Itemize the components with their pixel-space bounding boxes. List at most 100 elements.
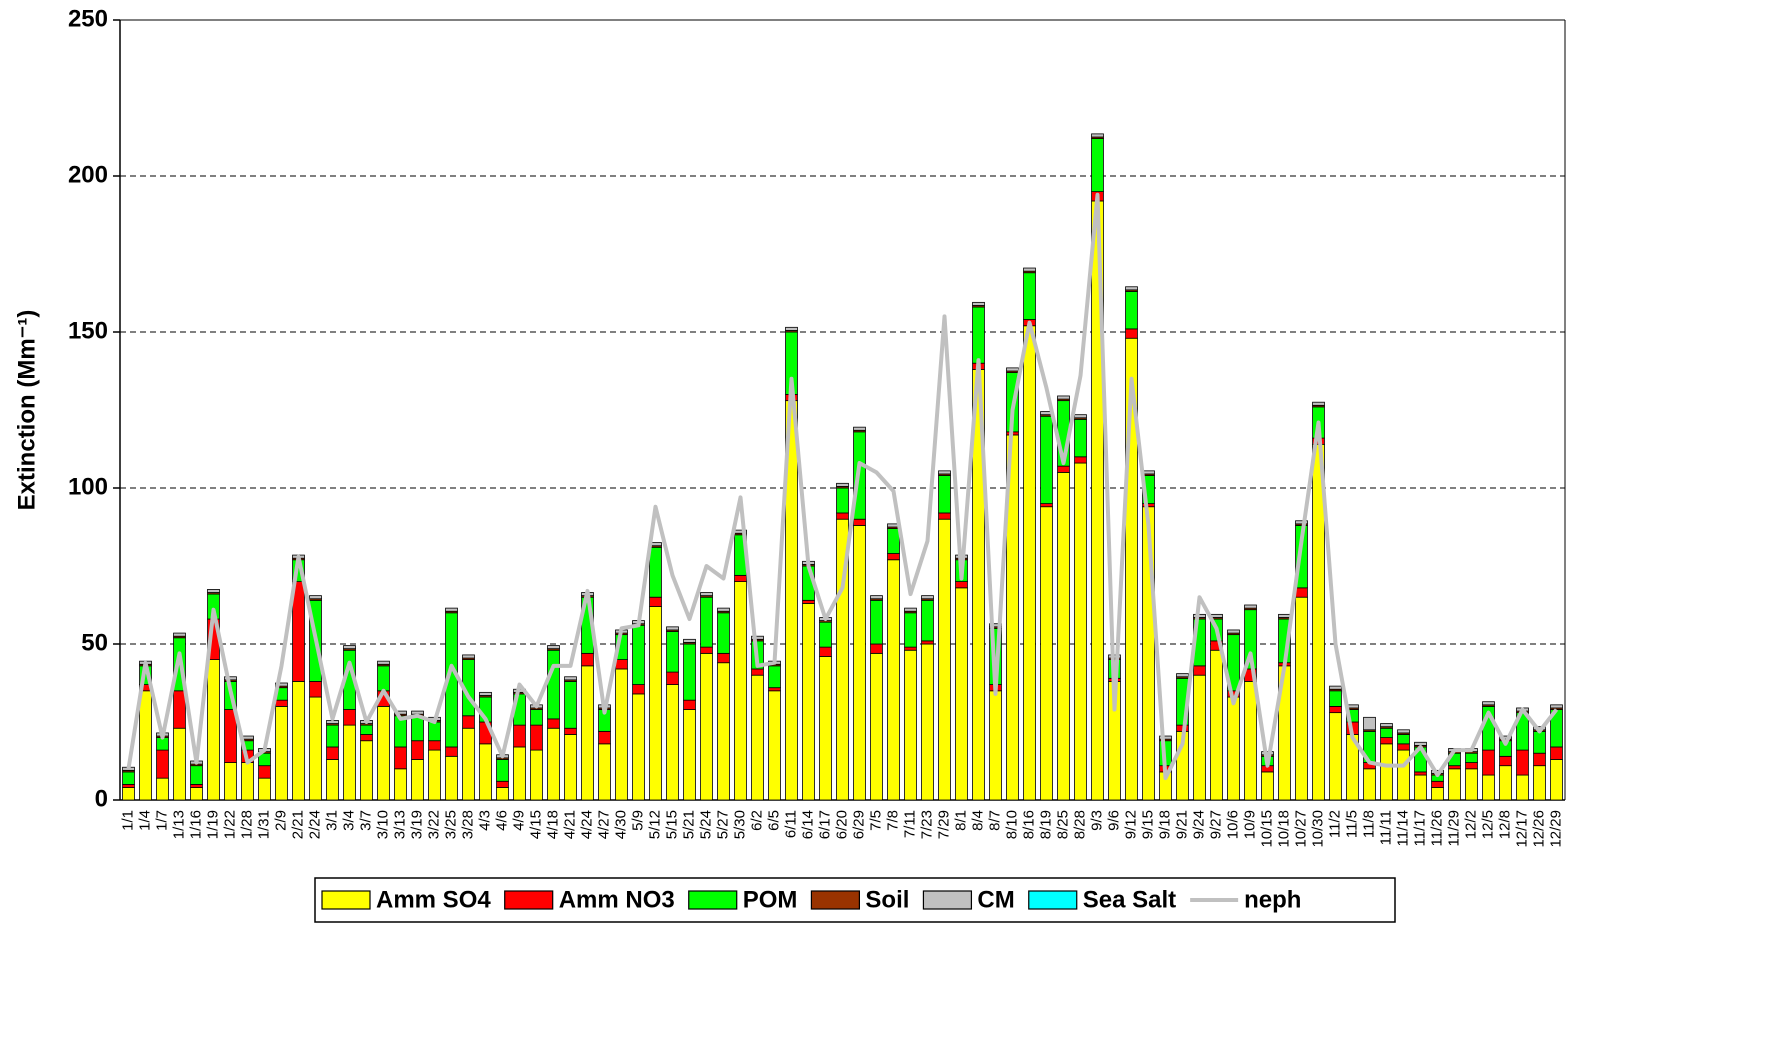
bar-segment [1533, 752, 1546, 767]
bar-segment [1006, 367, 1019, 372]
bar-segment [173, 632, 186, 637]
x-tick-label: 1/7 [153, 810, 170, 831]
bar-segment [139, 690, 152, 801]
bar-segment [207, 659, 220, 801]
x-tick-label: 5/21 [680, 810, 697, 839]
bar-segment [666, 684, 679, 801]
bar-segment [598, 730, 611, 745]
bar-segment [666, 626, 679, 631]
bar-segment [734, 574, 747, 582]
x-tick-label: 2/21 [289, 810, 306, 839]
bar-segment [870, 599, 883, 645]
bar-segment [938, 475, 951, 514]
bar-segment [1482, 701, 1495, 706]
bar-segment [683, 699, 696, 710]
bar-segment [615, 668, 628, 801]
bar-segment [343, 709, 356, 726]
bar-segment [292, 581, 305, 682]
bar-segment [938, 512, 951, 520]
bar-segment [530, 749, 543, 801]
x-tick-label: 5/15 [663, 810, 680, 839]
x-tick-label: 10/9 [1241, 810, 1258, 839]
bar-segment [921, 599, 934, 642]
bar-segment [904, 649, 917, 801]
bar-segment [1482, 774, 1495, 801]
x-tick-label: 7/5 [867, 810, 884, 831]
bar-segment [1278, 613, 1291, 618]
bar-segment [683, 638, 696, 643]
x-tick-label: 1/19 [204, 810, 221, 839]
x-tick-label: 4/6 [493, 810, 510, 831]
x-tick-label: 6/20 [833, 810, 850, 839]
bar-segment [1380, 737, 1393, 745]
x-tick-label: 4/9 [510, 810, 527, 831]
bar-segment [632, 684, 645, 695]
bar-segment [1261, 771, 1274, 801]
bar-segment [768, 687, 781, 692]
bar-segment [1193, 665, 1206, 676]
bar-segment [547, 645, 560, 650]
bar-segment [1380, 743, 1393, 801]
legend-label: Soil [865, 886, 909, 913]
x-tick-label: 9/15 [1139, 810, 1156, 839]
bar-segment [547, 718, 560, 729]
x-tick-label: 10/15 [1258, 810, 1275, 848]
bar-segment [853, 525, 866, 801]
bar-segment [581, 652, 594, 667]
x-tick-label: 8/1 [952, 810, 969, 831]
bar-segment [326, 720, 339, 724]
bar-segment [938, 470, 951, 475]
legend-label: neph [1244, 886, 1301, 913]
bar-segment [1414, 741, 1427, 746]
bar-segment [1125, 291, 1138, 330]
x-tick-label: 12/5 [1479, 810, 1496, 839]
bar-segment [309, 681, 322, 698]
legend-label: Amm NO3 [559, 886, 675, 913]
x-tick-label: 4/21 [561, 810, 578, 839]
bar-segment [360, 740, 373, 801]
bar-segment [1482, 749, 1495, 776]
bar-segment [122, 787, 135, 801]
bar-segment [343, 724, 356, 801]
bar-segment [1023, 272, 1036, 320]
bar-segment [122, 771, 135, 785]
x-tick-label: 6/2 [748, 810, 765, 831]
bar-segment [275, 682, 288, 687]
x-tick-label: 6/5 [765, 810, 782, 831]
x-tick-label: 1/22 [221, 810, 238, 839]
bar-segment [1363, 716, 1376, 731]
bar-segment [496, 759, 509, 782]
legend-swatch [1028, 890, 1078, 910]
bar-segment [275, 699, 288, 707]
x-tick-label: 4/3 [476, 810, 493, 831]
bar-segment [411, 710, 424, 715]
neph-line [126, 192, 1559, 781]
bar-segment [1040, 415, 1053, 504]
bar-segment [326, 759, 339, 801]
bar-segment [1516, 774, 1529, 801]
x-tick-label: 5/9 [629, 810, 646, 831]
bar-segment [1040, 503, 1053, 508]
bar-segment [972, 306, 985, 364]
bar-segment [1499, 755, 1512, 767]
bar-segment [1465, 752, 1478, 763]
bar-segment [462, 715, 475, 729]
bar-segment [1023, 325, 1036, 801]
bar-segment [785, 326, 798, 331]
bar-segment [1074, 418, 1087, 458]
bar-segment [343, 645, 356, 650]
bar-segment [717, 607, 730, 612]
bar-segment [258, 777, 271, 801]
bar-segment [1550, 759, 1563, 801]
bar-segment [1091, 133, 1104, 138]
legend-swatch [321, 890, 371, 910]
x-tick-label: 7/23 [918, 810, 935, 839]
bar-segment [1380, 727, 1393, 738]
bar-segment [1533, 730, 1546, 754]
bar-segment [1550, 746, 1563, 760]
bar-segment [1193, 674, 1206, 801]
bar-segment [683, 643, 696, 701]
bar-segment [122, 784, 135, 788]
bar-segment [649, 546, 662, 598]
x-tick-label: 8/10 [1003, 810, 1020, 839]
